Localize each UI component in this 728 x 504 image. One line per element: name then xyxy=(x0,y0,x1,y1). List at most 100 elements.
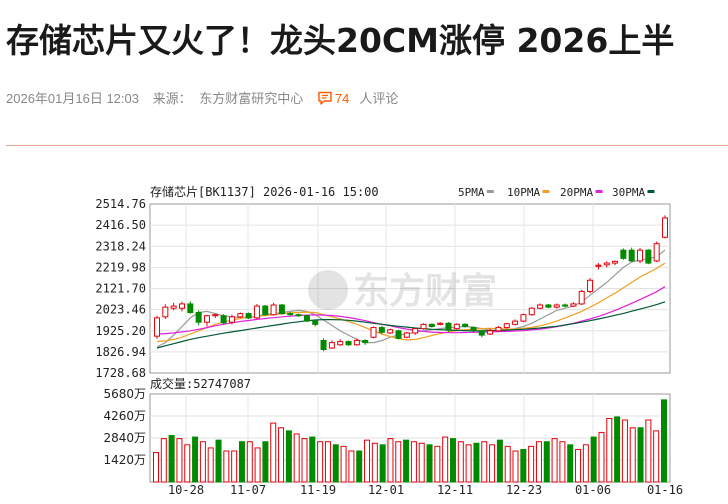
volume-bar xyxy=(340,445,347,483)
price-gridlines xyxy=(150,204,670,482)
volume-bar xyxy=(520,448,527,483)
volume-bar xyxy=(606,417,613,483)
comment-count: 74 xyxy=(334,91,350,106)
candle-body xyxy=(228,316,235,323)
date-tick-label: 01-16 xyxy=(647,483,683,497)
volume-bar xyxy=(512,450,519,483)
source-label: 来源： xyxy=(152,91,192,106)
price-tick-label: 2121.70 xyxy=(95,282,146,296)
date-tick-label: 12-11 xyxy=(437,483,473,497)
volume-bar xyxy=(317,441,324,483)
volume-bar xyxy=(223,450,230,483)
volume-bar xyxy=(168,435,175,483)
candle-body xyxy=(237,313,244,318)
candles xyxy=(154,215,668,352)
candle-body xyxy=(603,262,610,266)
volume-bar xyxy=(192,436,199,483)
publish-date: 2026年01月16日 12:03 xyxy=(6,91,139,106)
volume-bar xyxy=(395,441,402,483)
volume-bar xyxy=(356,450,363,483)
volume-bar xyxy=(590,436,597,483)
date-tick-label: 12-23 xyxy=(506,483,542,497)
candle-body xyxy=(637,249,644,262)
date-tick-label: 12-01 xyxy=(368,483,404,497)
volume-bar xyxy=(199,441,206,483)
candle-body xyxy=(312,320,319,325)
volume-bar xyxy=(629,427,636,483)
candle-body xyxy=(428,323,435,327)
volume-bar xyxy=(582,444,589,483)
price-tick-label: 2416.50 xyxy=(95,218,146,232)
volume-bar xyxy=(449,438,456,483)
candle-body xyxy=(620,249,627,259)
date-axis: 10-28 11-07 11-19 12-01 12-11 12-23 01-06 01-16 xyxy=(168,483,683,497)
candle-body xyxy=(328,342,335,349)
volume-bar xyxy=(153,452,159,483)
volume-bar xyxy=(504,445,511,483)
candle-body xyxy=(587,279,594,292)
volume-bar xyxy=(621,419,628,483)
volume-bar xyxy=(645,419,652,483)
volume-bar xyxy=(575,448,582,483)
candle-body xyxy=(470,327,477,332)
volume-bar xyxy=(465,444,472,483)
volume-bar xyxy=(371,442,378,483)
candle-body xyxy=(337,341,344,346)
candle-body xyxy=(478,330,485,336)
candle-body xyxy=(653,243,660,262)
volume-tick-label: 4260万 xyxy=(103,409,146,423)
volume-bar xyxy=(387,438,394,483)
volume-bar xyxy=(176,438,183,483)
header-divider xyxy=(6,145,728,146)
price-tick-label: 2514.76 xyxy=(95,197,146,211)
volume-bar xyxy=(598,431,605,483)
candle-body xyxy=(303,315,310,322)
candle-body xyxy=(545,304,552,308)
candle-body xyxy=(245,313,252,319)
candle-body xyxy=(578,290,585,305)
candle-body xyxy=(162,306,169,318)
candle-body xyxy=(170,305,177,309)
candle-body xyxy=(270,304,277,316)
legend-swatch xyxy=(486,190,494,193)
candle-body xyxy=(353,339,360,346)
volume-bar xyxy=(309,436,316,483)
source-link[interactable]: 东方财富研究中心 xyxy=(199,91,304,106)
volume-bar xyxy=(262,441,269,483)
volume-bar xyxy=(653,430,660,483)
candle-body xyxy=(220,315,227,324)
volume-bar xyxy=(528,445,535,483)
ma30-line xyxy=(156,301,666,349)
kline-chart: 东方财富 存储芯片[BK1137] 2026-01-16 15:00 5PMA 1… xyxy=(95,184,683,497)
volume-bar xyxy=(410,441,417,483)
volume-bar xyxy=(481,441,488,483)
candle-body xyxy=(487,330,494,335)
volume-bar xyxy=(457,441,464,483)
volume-bar xyxy=(379,444,386,483)
candle-body xyxy=(320,339,327,350)
candle-body xyxy=(645,249,652,264)
candle-body xyxy=(154,317,160,337)
volume-bar xyxy=(364,439,371,483)
candle-body xyxy=(362,339,369,344)
volume-bar xyxy=(278,427,285,483)
comment-link[interactable]: 74 人评论 xyxy=(317,91,408,106)
volume-bar xyxy=(543,441,550,483)
volume-bar xyxy=(254,447,261,483)
volume-bar xyxy=(496,439,503,483)
candle-body xyxy=(412,328,419,334)
volume-bar xyxy=(160,438,167,483)
candle-body xyxy=(203,315,210,323)
candle-body xyxy=(570,303,577,307)
candle-body xyxy=(187,303,194,314)
ma-legend: 5PMA 10PMA 20PMA 30PMA xyxy=(458,186,655,199)
volume-bar xyxy=(567,444,574,483)
price-axis: 2514.76 2416.50 2318.24 2219.98 2121.70 2023.… xyxy=(95,197,146,380)
legend-label: 10PMA xyxy=(507,186,540,199)
watermark: 东方财富 xyxy=(308,270,497,312)
volume-bar xyxy=(426,444,433,483)
candle-body xyxy=(395,330,402,339)
article-meta: 2026年01月16日 12:03 来源： 东方财富研究中心 74 人评论 xyxy=(6,88,418,107)
candle-body xyxy=(595,264,602,267)
price-tick-label: 2023.46 xyxy=(95,303,146,317)
